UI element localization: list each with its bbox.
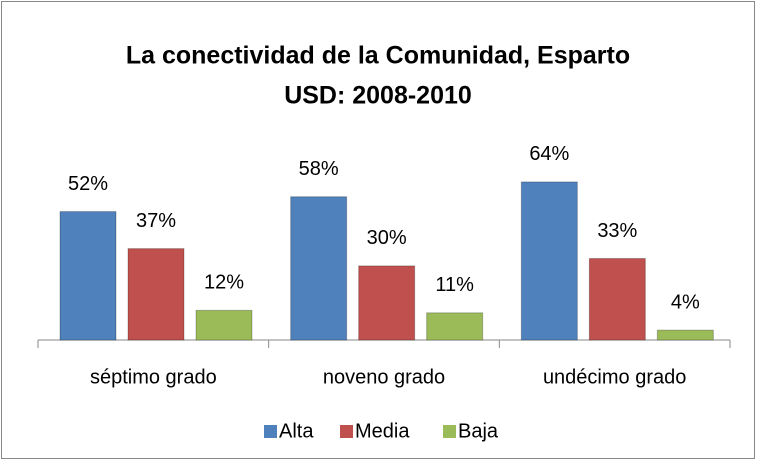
bar — [358, 265, 416, 341]
legend-label: Media — [355, 420, 410, 442]
chart-title: La conectividad de la Comunidad, Esparto — [126, 42, 630, 70]
bar — [426, 312, 484, 341]
data-label: 64% — [529, 143, 569, 165]
legend-swatch — [340, 425, 353, 438]
bar — [127, 248, 185, 341]
data-label: 4% — [671, 291, 700, 313]
bar — [588, 257, 646, 341]
data-label: 11% — [435, 274, 474, 296]
data-label: 30% — [367, 227, 407, 249]
legend-label: Alta — [279, 420, 314, 442]
bar — [656, 329, 714, 341]
data-label: 37% — [136, 210, 176, 232]
data-label: 33% — [597, 220, 637, 242]
chart-title: USD: 2008-2010 — [284, 82, 472, 110]
legend-swatch — [443, 425, 456, 438]
bar — [59, 211, 117, 341]
legend-swatch — [264, 425, 277, 438]
x-tick-label: séptimo grado — [90, 366, 217, 388]
x-tick-label: noveno grado — [323, 366, 445, 388]
data-label: 52% — [68, 173, 108, 195]
bar — [290, 196, 348, 341]
bar — [520, 181, 578, 341]
data-label: 58% — [299, 158, 339, 180]
legend-label: Baja — [458, 420, 499, 442]
bar — [195, 309, 253, 341]
data-label: 12% — [204, 272, 244, 294]
x-tick-label: undécimo grado — [543, 366, 686, 388]
